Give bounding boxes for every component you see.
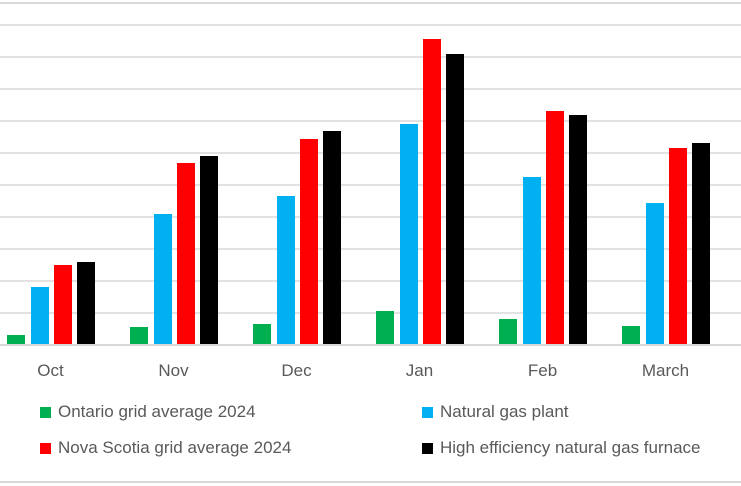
gridline	[0, 56, 741, 58]
x-tick-label: Jan	[405, 361, 434, 380]
bar-series-2-feb	[545, 111, 564, 345]
gridline	[0, 184, 741, 186]
bar-series-0-oct	[6, 335, 25, 345]
bar-series-0-feb	[498, 319, 517, 345]
gridline	[0, 120, 741, 122]
x-axis-line	[0, 344, 741, 346]
bar-series-3-march	[691, 143, 710, 345]
bar-series-1-oct	[30, 287, 49, 345]
legend-label: Nova Scotia grid average 2024	[58, 438, 292, 457]
chart-top-border	[0, 2, 741, 4]
bar-series-2-nov	[176, 163, 195, 345]
bar-series-2-jan	[422, 39, 441, 345]
legend-label: Ontario grid average 2024	[58, 402, 256, 421]
x-tick-label: Feb	[527, 361, 558, 380]
x-tick-label: Dec	[281, 361, 312, 380]
bar-series-1-nov	[153, 214, 172, 345]
legend-item: Natural gas plant	[422, 402, 569, 422]
legend-label: Natural gas plant	[440, 402, 569, 421]
legend-label: High efficiency natural gas furnace	[440, 438, 701, 457]
bar-series-2-march	[668, 148, 687, 345]
x-tick-label: March	[641, 361, 690, 380]
bar-series-3-jan	[445, 54, 464, 345]
bar-series-3-oct	[76, 262, 95, 345]
bar-series-0-march	[621, 326, 640, 345]
gridline	[0, 152, 741, 154]
legend-swatch-icon	[422, 406, 433, 418]
gridline	[0, 24, 741, 26]
bar-series-0-nov	[129, 327, 148, 345]
gridline	[0, 312, 741, 314]
chart-bottom-border	[0, 481, 741, 483]
gridline	[0, 248, 741, 250]
bar-series-2-oct	[53, 265, 72, 345]
legend-item: High efficiency natural gas furnace	[422, 438, 701, 458]
bar-series-0-jan	[375, 311, 394, 345]
bar-series-2-dec	[299, 139, 318, 345]
x-tick-label: Nov	[158, 361, 189, 380]
legend-item: Nova Scotia grid average 2024	[40, 438, 291, 458]
legend-swatch-icon	[40, 406, 51, 418]
bar-series-3-feb	[568, 115, 587, 345]
bar-series-1-feb	[522, 177, 541, 345]
legend-swatch-icon	[422, 442, 433, 454]
gridline	[0, 88, 741, 90]
bar-series-3-dec	[322, 131, 341, 345]
legend-item: Ontario grid average 2024	[40, 402, 256, 422]
legend-swatch-icon	[40, 442, 51, 454]
bar-series-1-march	[645, 203, 664, 345]
x-tick-label: Oct	[37, 361, 64, 380]
gridline	[0, 280, 741, 282]
bar-series-1-dec	[276, 196, 295, 345]
bar-series-1-jan	[399, 124, 418, 345]
bar-series-0-dec	[252, 324, 271, 345]
gridline	[0, 216, 741, 218]
bar-series-3-nov	[199, 156, 218, 345]
